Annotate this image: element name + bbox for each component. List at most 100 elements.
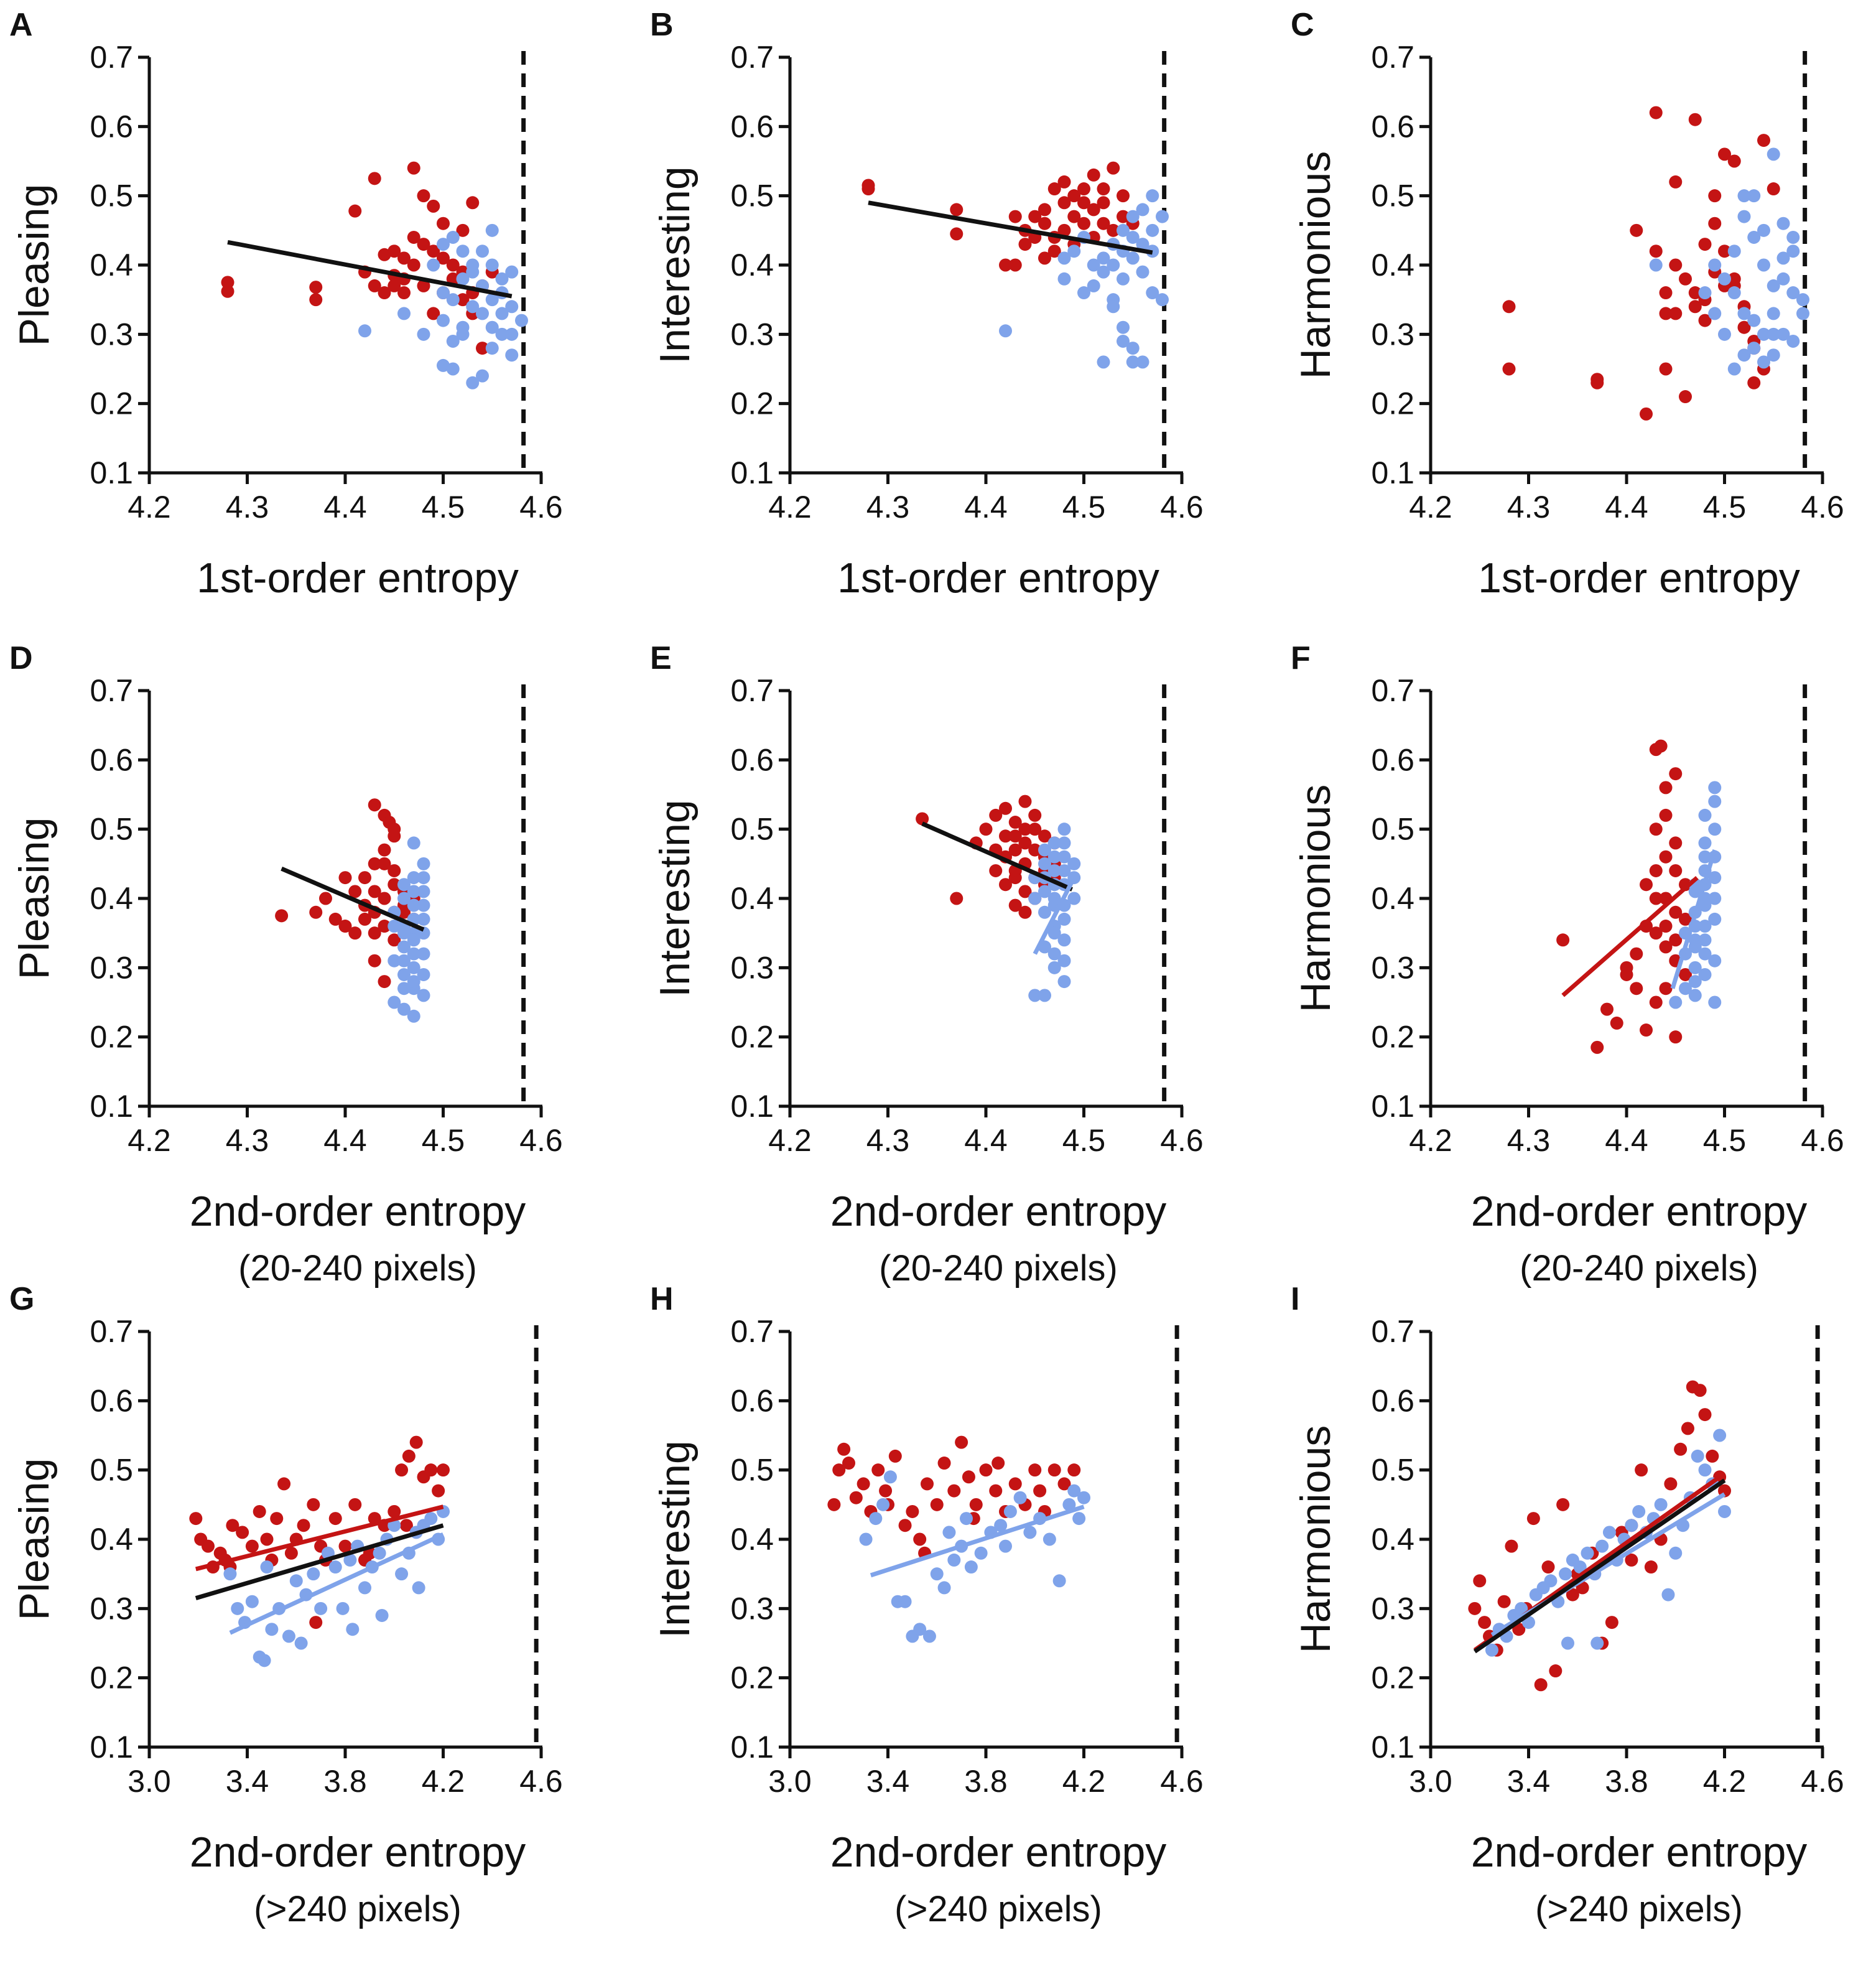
data-point-red (898, 1519, 912, 1532)
data-point-blue (388, 954, 401, 967)
y-tick-label: 0.3 (730, 950, 774, 985)
y-tick-label: 0.2 (1371, 386, 1414, 421)
data-point-blue (1126, 342, 1140, 355)
data-point-red (1590, 376, 1604, 389)
data-point-red (1018, 823, 1032, 836)
data-point-red (1620, 967, 1633, 981)
x-tick-label: 4.6 (1160, 490, 1204, 524)
data-point-blue (1590, 1636, 1604, 1650)
data-point-blue (1028, 892, 1042, 905)
y-tick-label: 0.1 (730, 455, 774, 490)
data-point-blue (407, 947, 420, 961)
data-point-red (1669, 1030, 1683, 1044)
data-point-blue (485, 342, 499, 355)
data-point-red (202, 1539, 215, 1553)
data-point-red (979, 823, 993, 836)
panel-e: E 0.1 0.2 0.3 0.4 0.5 0.6 0.7 4.2 4.3 4.4 4.5 4.6 Int… (650, 640, 1204, 1289)
panel-letter: G (9, 1281, 34, 1317)
data-point-blue (1057, 912, 1071, 926)
x-axis-label: 1st-order entropy (837, 554, 1159, 602)
data-point-red (989, 808, 1003, 822)
data-point-red (395, 1463, 409, 1477)
data-point-blue (1038, 843, 1051, 857)
x-axis-sublabel: (20-240 pixels) (879, 1248, 1118, 1289)
data-point-blue (930, 1567, 944, 1581)
data-point-red (1698, 238, 1712, 251)
x-tick-label: 4.6 (1160, 1123, 1204, 1158)
data-point-red (1067, 1463, 1081, 1477)
y-axis-label: Harmonious (1292, 785, 1339, 1013)
data-point-red (1727, 154, 1741, 168)
data-point-red (476, 342, 489, 355)
y-axis-label: Pleasing (11, 1458, 58, 1621)
data-point-blue (1698, 933, 1712, 947)
data-point-blue (1737, 307, 1751, 320)
panel-i: I 0.1 0.2 0.3 0.4 0.5 0.6 0.7 3.0 3.4 3.8 4.2 4.6 Har… (1291, 1281, 1844, 1929)
y-tick-label: 0.5 (1371, 812, 1414, 847)
data-point-red (1640, 407, 1653, 421)
data-point-red (1649, 926, 1663, 940)
x-axis-label: 2nd-order entropy (1471, 1829, 1808, 1876)
x-tick-label: 4.6 (1801, 1764, 1844, 1799)
data-point-red (1669, 767, 1683, 781)
data-point-blue (1544, 1574, 1558, 1588)
data-point-red (399, 1519, 413, 1532)
data-point-red (297, 1519, 310, 1532)
data-point-red (338, 920, 352, 933)
data-point-red (236, 1526, 249, 1539)
y-tick-label: 0.1 (1371, 1730, 1414, 1765)
data-point-blue (994, 1519, 1008, 1532)
data-point-red (1047, 182, 1061, 196)
x-tick-label: 4.2 (1062, 1764, 1106, 1799)
data-point-blue (397, 982, 411, 995)
data-point-red (1505, 1539, 1518, 1553)
panel-letter: B (650, 7, 674, 43)
x-tick-label: 4.2 (128, 490, 171, 524)
data-point-red (309, 905, 323, 919)
data-point-red (402, 1449, 416, 1463)
data-point-blue (1561, 1636, 1574, 1650)
data-point-red (1669, 175, 1683, 189)
y-tick-label: 0.1 (1371, 455, 1414, 490)
data-point-blue (328, 1560, 342, 1574)
data-point-red (1708, 189, 1722, 203)
data-point-blue (485, 320, 499, 334)
data-point-red (1028, 210, 1042, 223)
y-tick-label: 0.3 (730, 317, 774, 352)
data-point-blue (1028, 989, 1042, 1002)
data-point-red (1028, 843, 1042, 857)
data-point-red (1028, 808, 1042, 822)
data-point-red (277, 1477, 291, 1491)
data-point-blue (358, 1581, 371, 1595)
x-tick-label: 4.3 (866, 1123, 910, 1158)
data-point-blue (407, 871, 420, 885)
y-tick-label: 0.4 (730, 881, 774, 916)
data-point-red (417, 279, 430, 292)
data-point-blue (1776, 217, 1790, 230)
x-tick-label: 4.2 (128, 1123, 171, 1158)
data-point-blue (395, 1567, 409, 1581)
x-axis-label: 2nd-order entropy (190, 1188, 526, 1235)
y-tick-label: 0.2 (90, 386, 133, 421)
data-point-blue (1747, 314, 1761, 327)
data-point-red (1067, 210, 1081, 223)
y-tick-label: 0.5 (730, 812, 774, 847)
regression-line-black (281, 866, 425, 932)
data-point-blue (1661, 1588, 1675, 1601)
x-tick-label: 4.2 (1409, 1123, 1452, 1158)
data-point-red (427, 199, 440, 213)
data-point-red (1047, 245, 1061, 258)
regression-line-black (195, 1523, 444, 1600)
x-tick-label: 4.3 (226, 490, 269, 524)
data-point-red (913, 1532, 927, 1546)
data-point-red (1649, 864, 1663, 877)
panel-letter: C (1291, 7, 1314, 43)
data-point-red (857, 1477, 870, 1491)
data-point-blue (1559, 1567, 1572, 1581)
data-point-red (1640, 878, 1653, 892)
data-point-red (916, 812, 929, 826)
data-point-blue (1047, 961, 1061, 974)
data-point-blue (1718, 272, 1731, 286)
data-point-blue (1708, 795, 1722, 808)
data-point-red (1610, 1016, 1623, 1030)
